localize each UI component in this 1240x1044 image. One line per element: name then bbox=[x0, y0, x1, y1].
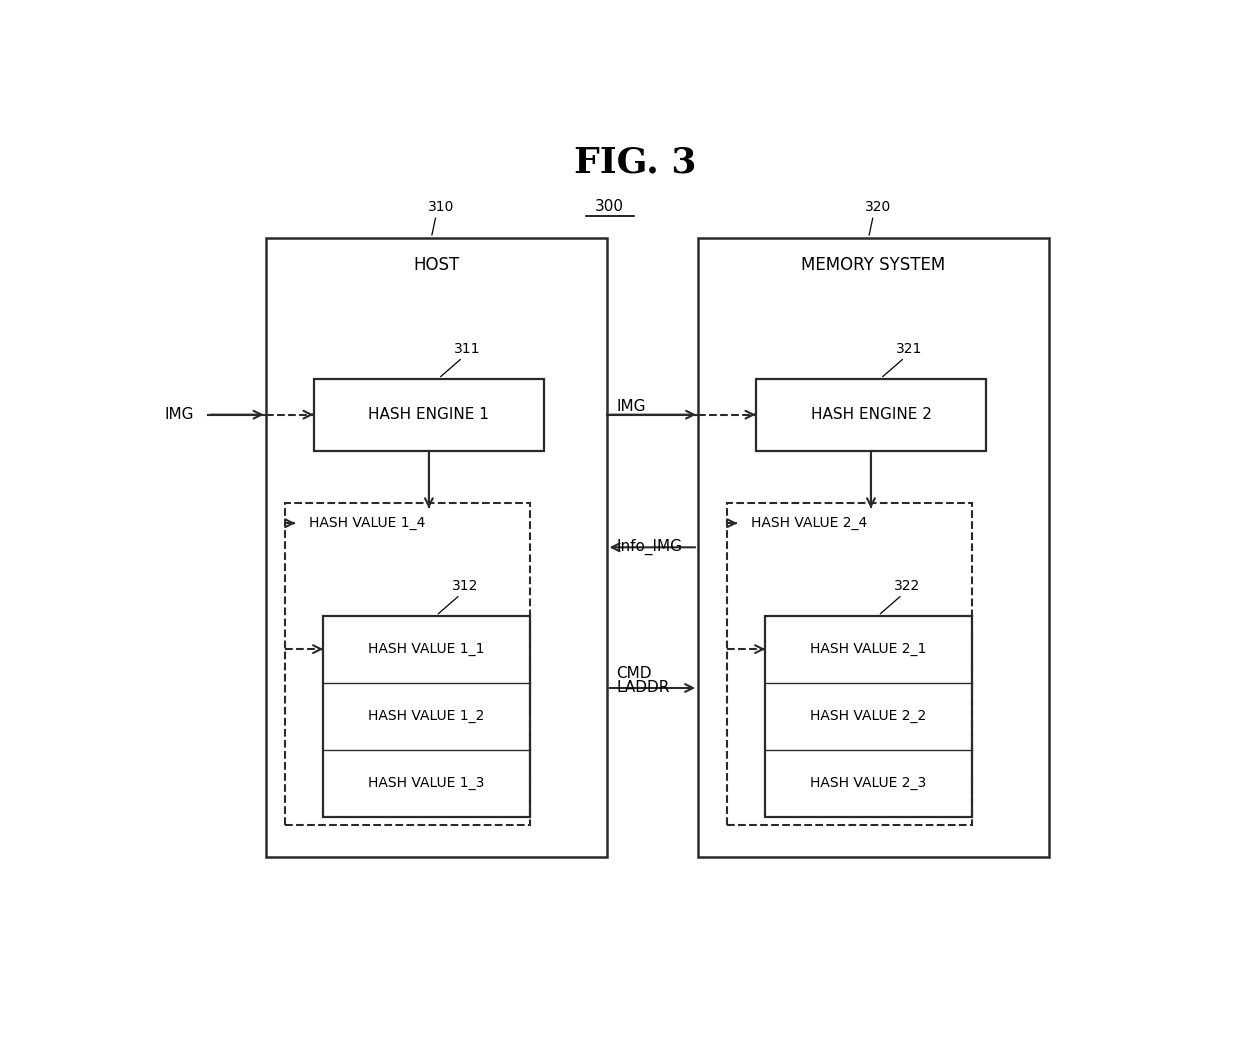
Text: HASH VALUE 1_2: HASH VALUE 1_2 bbox=[368, 709, 485, 723]
FancyBboxPatch shape bbox=[265, 238, 606, 857]
Text: HASH VALUE 2_2: HASH VALUE 2_2 bbox=[811, 709, 926, 723]
Text: 310: 310 bbox=[428, 199, 454, 214]
Text: 300: 300 bbox=[595, 198, 624, 214]
Text: FIG. 3: FIG. 3 bbox=[574, 145, 697, 180]
Text: MEMORY SYSTEM: MEMORY SYSTEM bbox=[801, 256, 945, 274]
Text: 322: 322 bbox=[894, 579, 920, 593]
FancyBboxPatch shape bbox=[765, 616, 972, 816]
Text: IMG: IMG bbox=[616, 399, 646, 414]
Text: 321: 321 bbox=[897, 342, 923, 356]
Text: HASH VALUE 2_3: HASH VALUE 2_3 bbox=[811, 776, 926, 790]
Text: 320: 320 bbox=[866, 199, 892, 214]
Text: Info_IMG: Info_IMG bbox=[616, 539, 682, 555]
FancyBboxPatch shape bbox=[698, 238, 1049, 857]
Text: IMG: IMG bbox=[165, 407, 195, 422]
Text: 311: 311 bbox=[454, 342, 481, 356]
Text: CMD: CMD bbox=[616, 666, 652, 681]
Text: HASH VALUE 2_1: HASH VALUE 2_1 bbox=[811, 642, 926, 656]
Text: LADDR: LADDR bbox=[616, 681, 670, 695]
Text: HASH VALUE 1_3: HASH VALUE 1_3 bbox=[368, 776, 485, 790]
Text: HASH VALUE 1_1: HASH VALUE 1_1 bbox=[368, 642, 485, 656]
Text: 312: 312 bbox=[451, 579, 479, 593]
FancyBboxPatch shape bbox=[324, 616, 529, 816]
Text: HOST: HOST bbox=[413, 256, 459, 274]
Text: HASH VALUE 2_4: HASH VALUE 2_4 bbox=[751, 516, 867, 530]
FancyBboxPatch shape bbox=[755, 379, 986, 451]
Text: HASH VALUE 1_4: HASH VALUE 1_4 bbox=[309, 516, 425, 530]
FancyBboxPatch shape bbox=[314, 379, 544, 451]
Text: HASH ENGINE 2: HASH ENGINE 2 bbox=[811, 407, 931, 422]
Text: HASH ENGINE 1: HASH ENGINE 1 bbox=[368, 407, 490, 422]
